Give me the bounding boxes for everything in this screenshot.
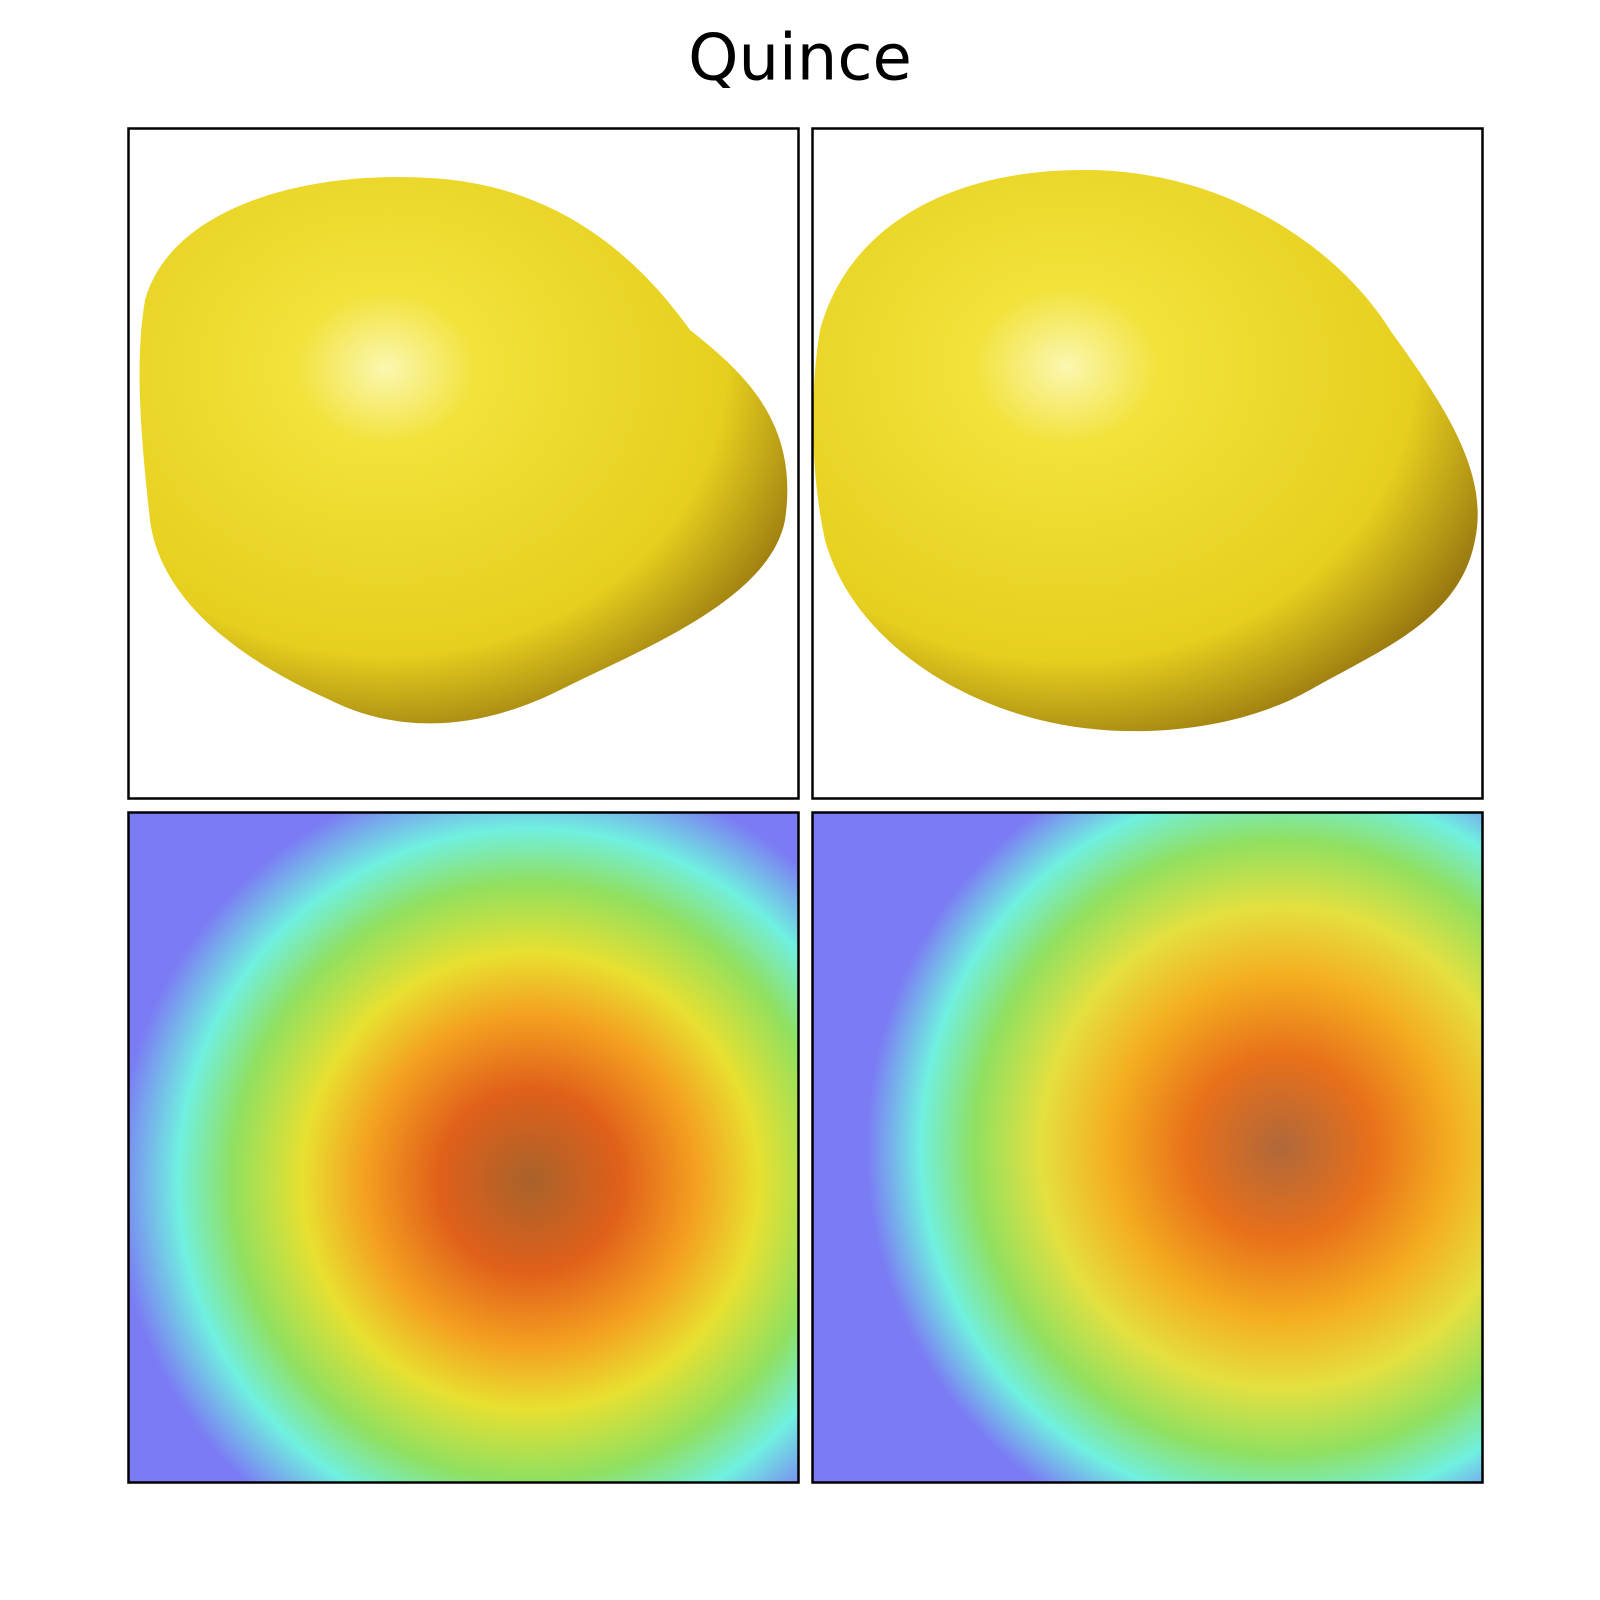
panel-border <box>811 127 1484 800</box>
quince-shape <box>139 177 788 724</box>
panel-border <box>811 811 1484 1484</box>
heatmap-panel <box>813 813 1482 1482</box>
heatmap-overlay <box>129 813 798 1482</box>
panel-border <box>127 811 800 1484</box>
photo-panel <box>129 129 798 798</box>
heatmap-overlay <box>813 813 1482 1482</box>
figure-title: Quince <box>688 22 912 96</box>
heatmap-panel <box>129 813 798 1482</box>
quince-shape <box>813 169 1478 732</box>
panel-border <box>127 127 800 800</box>
photo-panel <box>813 129 1482 798</box>
